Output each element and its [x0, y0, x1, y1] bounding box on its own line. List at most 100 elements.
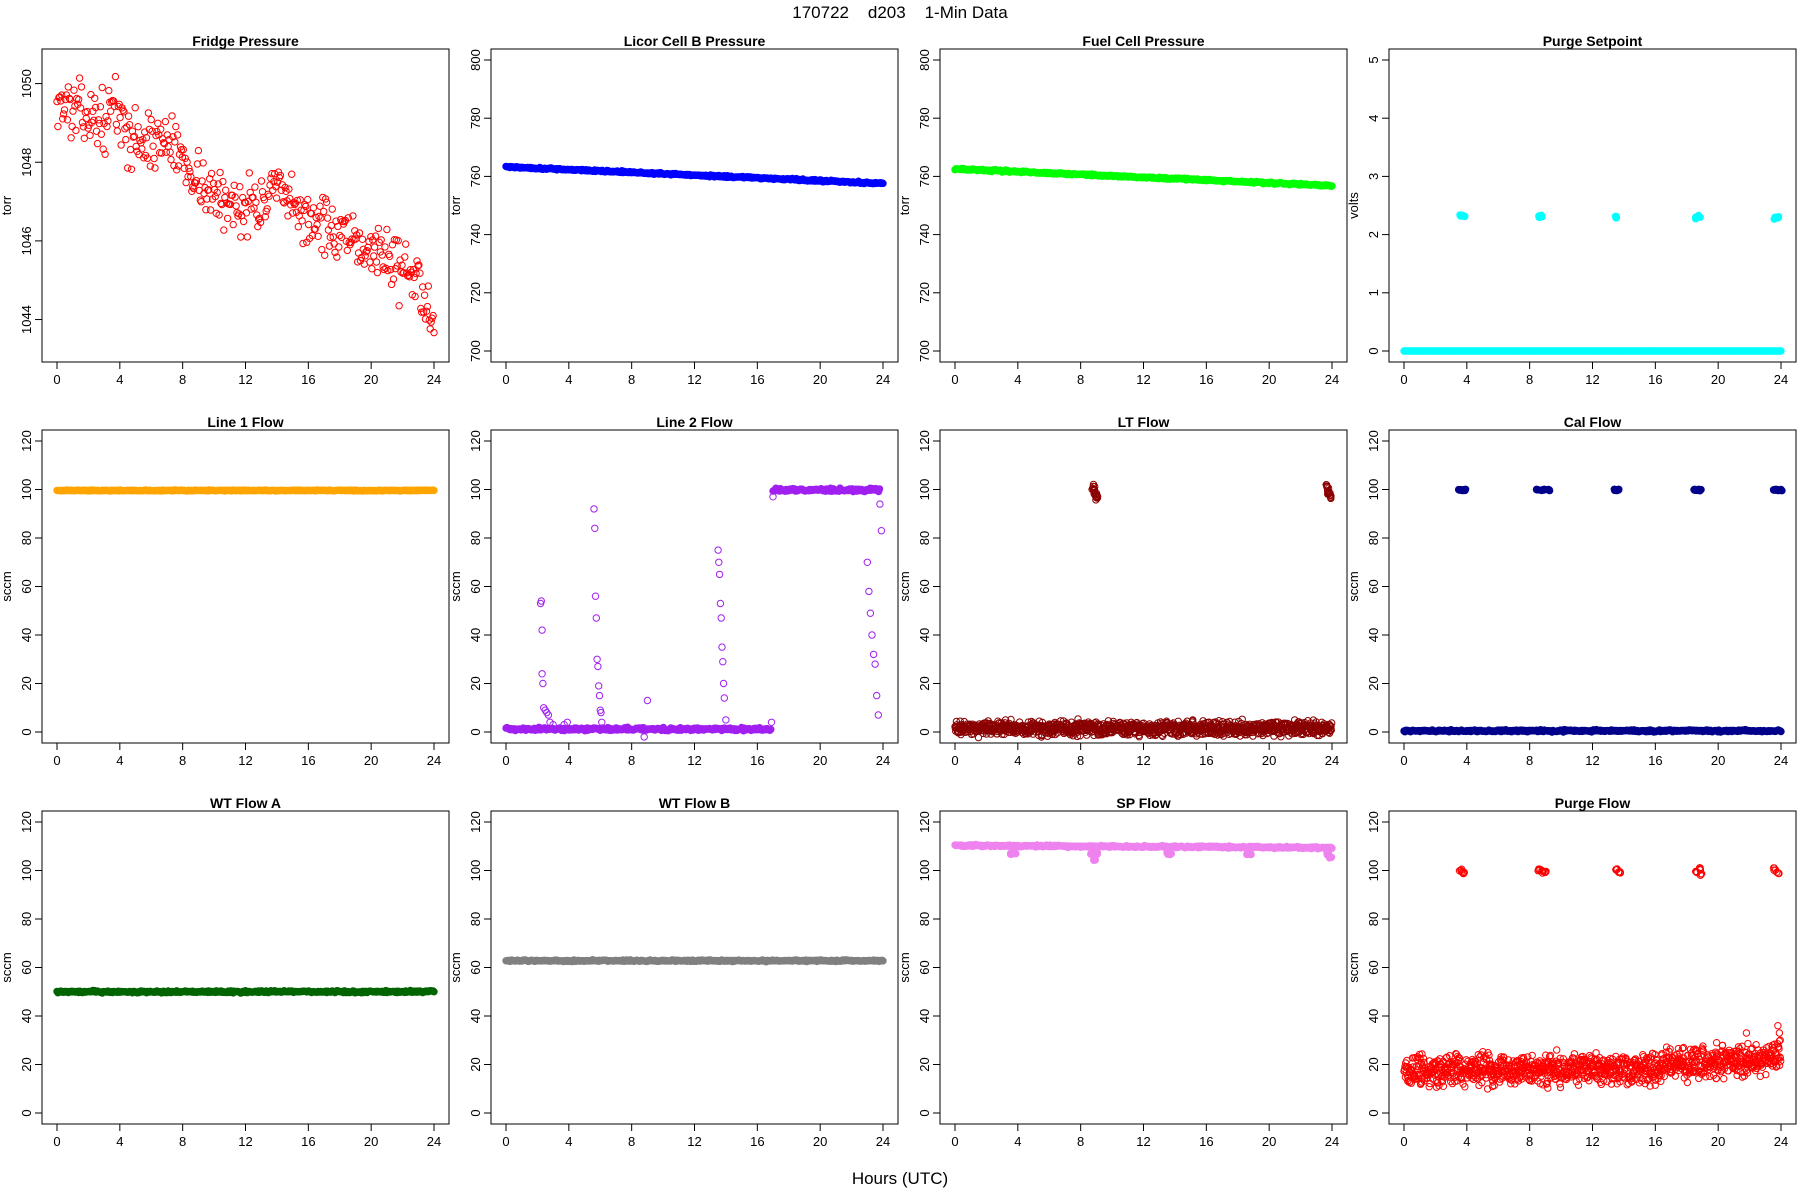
y-tick-label: 120	[468, 811, 483, 833]
data-point	[294, 223, 302, 231]
page-title: 170722 d203 1-Min Data	[792, 3, 1008, 22]
data-point	[318, 245, 326, 254]
y-axis-label: sccm	[1346, 571, 1361, 601]
data-point	[299, 239, 307, 248]
x-tick-label: 12	[687, 1134, 701, 1149]
data-point	[591, 592, 600, 600]
data-point	[302, 202, 310, 211]
y-tick-label: 100	[19, 860, 34, 882]
data-point	[169, 133, 177, 141]
series-points	[53, 486, 438, 495]
data-point	[863, 558, 871, 566]
data-point	[77, 83, 86, 91]
data-point	[68, 122, 76, 131]
y-tick-label: 0	[468, 728, 483, 735]
data-point	[877, 527, 886, 535]
data-point	[124, 112, 133, 120]
plot-frame	[41, 810, 450, 1125]
data-point	[126, 145, 135, 154]
data-point	[539, 679, 547, 688]
data-point	[370, 252, 378, 260]
data-point	[181, 154, 189, 163]
data-point	[64, 83, 73, 91]
data-point	[121, 125, 129, 133]
data-point	[419, 308, 428, 316]
x-tick-label: 8	[1526, 372, 1533, 387]
data-point	[146, 162, 155, 170]
data-point	[70, 86, 78, 94]
data-point	[198, 177, 206, 185]
data-point	[416, 269, 424, 277]
data-point	[257, 177, 266, 185]
plot-frame	[1388, 429, 1797, 744]
data-point	[112, 120, 121, 129]
data-point	[199, 159, 207, 167]
y-tick-label: 80	[1366, 531, 1381, 545]
data-point	[252, 198, 260, 207]
data-point	[715, 570, 724, 579]
y-tick-label: 4	[1366, 115, 1381, 122]
x-tick-label: 24	[876, 753, 890, 768]
data-point	[413, 257, 421, 265]
data-point	[317, 214, 325, 222]
data-point	[349, 212, 357, 220]
data-point	[866, 609, 875, 617]
data-point	[173, 131, 182, 139]
x-tick-label: 8	[1077, 372, 1084, 387]
x-tick-label: 0	[502, 1134, 509, 1149]
x-tick-label: 8	[628, 1134, 635, 1149]
data-point	[110, 102, 119, 111]
data-point	[320, 207, 328, 216]
data-point	[871, 660, 879, 668]
data-point	[365, 237, 373, 246]
data-point	[127, 165, 136, 174]
data-point	[144, 109, 153, 117]
y-tick-label: 40	[468, 1009, 483, 1023]
data-point	[76, 104, 85, 112]
data-point	[323, 214, 332, 222]
data-point	[139, 135, 147, 144]
x-tick-label: 0	[53, 1134, 60, 1149]
y-tick-label: 40	[468, 628, 483, 642]
series-points	[502, 956, 887, 966]
data-point	[256, 218, 265, 227]
data-point	[284, 212, 292, 220]
data-point	[366, 258, 374, 266]
data-point	[138, 145, 146, 153]
data-point	[393, 262, 401, 270]
data-point	[1774, 214, 1782, 222]
data-point	[375, 238, 383, 247]
y-tick-label: 60	[19, 579, 34, 593]
y-tick-label: 120	[19, 430, 34, 452]
data-point	[382, 264, 390, 272]
data-point	[643, 696, 652, 705]
data-point	[272, 182, 280, 191]
data-point	[263, 205, 271, 213]
data-point	[716, 599, 725, 608]
x-tick-label: 20	[813, 1134, 827, 1149]
plot-frame	[490, 48, 899, 363]
x-tick-label: 24	[1774, 753, 1788, 768]
x-tick-label: 0	[502, 372, 509, 387]
data-point	[389, 275, 398, 283]
data-point	[715, 558, 723, 566]
x-tick-label: 12	[687, 372, 701, 387]
y-tick-label: 740	[468, 224, 483, 246]
y-tick-label: 1048	[19, 148, 34, 177]
data-point	[309, 204, 318, 212]
data-point	[344, 214, 352, 222]
data-point	[718, 643, 726, 651]
data-point	[217, 199, 225, 208]
data-point	[590, 505, 598, 513]
data-point	[63, 116, 72, 124]
panel-title: Purge Setpoint	[1543, 33, 1643, 49]
data-point	[368, 265, 376, 273]
data-point	[84, 124, 92, 132]
data-point	[213, 188, 221, 197]
data-point	[125, 121, 134, 129]
data-point	[297, 206, 305, 214]
data-point	[875, 485, 884, 493]
data-point	[427, 318, 435, 326]
